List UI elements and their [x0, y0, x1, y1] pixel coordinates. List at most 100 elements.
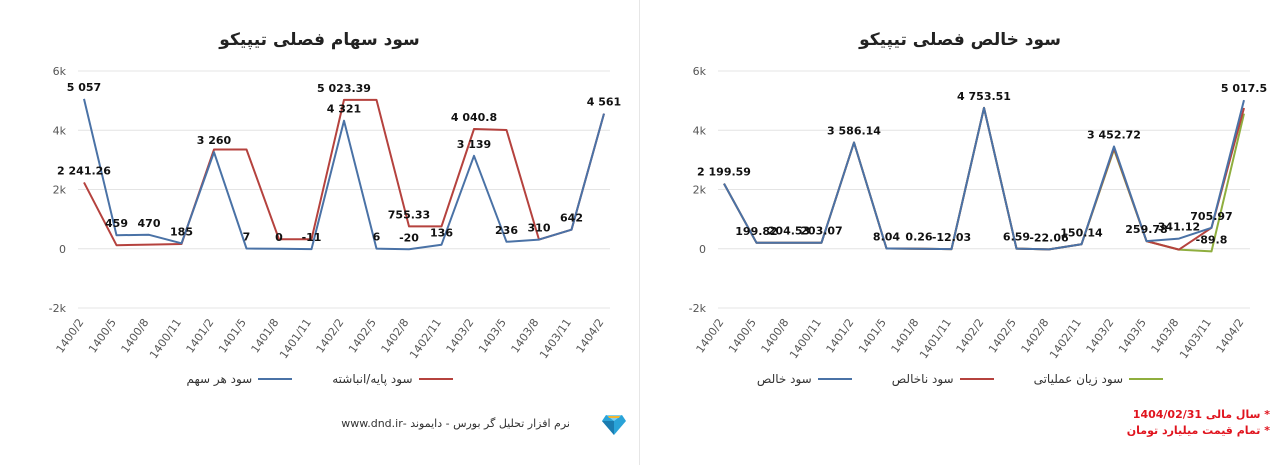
x-tick-label: 1402/2: [954, 316, 987, 355]
x-tick-label: 1400/8: [119, 316, 152, 355]
x-tick-label: 1400/5: [726, 316, 759, 355]
data-label: 310: [528, 222, 551, 235]
x-tick-label: 1403/8: [509, 316, 542, 355]
x-tick-label: 1403/2: [444, 316, 477, 355]
x-tick-label: 1400/11: [787, 316, 824, 361]
data-label: 204.53: [768, 225, 810, 238]
legend-item-net[interactable]: سود خالص: [757, 372, 852, 386]
data-label: 642: [560, 212, 583, 225]
y-tick-label: 6k: [693, 65, 707, 78]
legend-item-per-share[interactable]: سود هر سهم: [186, 372, 293, 386]
data-label: 185: [170, 225, 193, 238]
y-tick-label: 0: [699, 243, 706, 256]
right-chart-title: سود خالص فصلی تیپیکو: [859, 30, 1061, 50]
data-label: 203.07: [800, 225, 842, 238]
data-label: 5 017.5: [1221, 82, 1267, 95]
x-tick-label: 1403/11: [1177, 316, 1214, 361]
x-tick-label: 1402/8: [1019, 316, 1052, 355]
series-line-1: [83, 98, 605, 247]
data-label: 3 139: [457, 138, 491, 151]
data-label: 136: [430, 227, 453, 240]
x-tick-label: 1401/2: [184, 316, 217, 355]
y-tick-label: -2k: [689, 302, 707, 315]
data-label: 150.14: [1060, 226, 1103, 239]
data-label: -22.06: [1029, 231, 1069, 244]
data-label: -89.8: [1196, 233, 1228, 246]
x-tick-label: 1402/5: [346, 316, 379, 355]
data-label: -20: [399, 231, 419, 244]
y-tick-label: 2k: [693, 184, 707, 197]
legend-label: سود پایه/انباشته: [332, 372, 413, 386]
legend-label: سود خالص: [756, 372, 812, 386]
legend-label: سود ناخالص: [891, 372, 954, 386]
x-tick-label: 1403/5: [476, 316, 509, 355]
legend-label: سود هر سهم: [186, 372, 253, 386]
x-tick-label: 1400/2: [54, 316, 87, 355]
data-label: 259.78: [1125, 223, 1167, 236]
x-tick-label: 1401/5: [216, 316, 249, 355]
data-label: 0: [275, 231, 283, 244]
legend-swatch: [959, 378, 994, 380]
x-tick-label: 1402/11: [407, 316, 444, 361]
data-label: 8.04: [873, 231, 900, 244]
fiscal-year-note: * سال مالی 1404/02/31: [1132, 408, 1270, 421]
legend-swatch: [418, 378, 453, 380]
x-tick-label: 1400/11: [147, 316, 184, 361]
legend-label: سود زیان عملیاتی: [1033, 372, 1124, 386]
x-tick-label: 1401/11: [277, 316, 314, 361]
x-tick-label: 1403/8: [1149, 316, 1182, 355]
legend-swatch: [1129, 378, 1164, 380]
data-label: 4 561: [587, 96, 621, 109]
x-tick-label: 1400/5: [86, 316, 119, 355]
right-chart-panel: سود خالص فصلی تیپیکو -2k 0 2k 4k 6k 1400/2 140…: [640, 0, 1280, 465]
data-label: 6.59: [1003, 231, 1030, 244]
data-label: 5 057: [67, 81, 101, 94]
data-label: 459: [105, 217, 128, 230]
data-label: 3 586.14: [827, 125, 881, 138]
x-tick-label: 1404/2: [1214, 316, 1247, 355]
data-label: 2 199.59: [697, 166, 751, 179]
diamond-logo-icon: [602, 415, 626, 435]
x-tick-label: 1401/8: [249, 316, 282, 355]
legend-item-eps[interactable]: سود پایه/انباشته: [332, 372, 453, 386]
series-line-0: [83, 98, 605, 251]
x-tick-label: 1400/8: [759, 316, 792, 355]
data-label: 5 023.39: [317, 82, 371, 95]
y-tick-label: -2k: [49, 302, 67, 315]
data-label: 6: [373, 231, 381, 244]
x-tick-label: 1401/8: [889, 316, 922, 355]
data-label: 2 241.26: [57, 164, 111, 177]
x-tick-label: 1403/2: [1084, 316, 1117, 355]
data-label: 470: [138, 217, 161, 230]
data-label: 3 260: [197, 134, 232, 147]
data-label: 199.82: [735, 225, 777, 238]
x-tick-label: 1401/11: [917, 316, 954, 361]
y-tick-label: 0: [59, 243, 66, 256]
data-label: 4 040.8: [451, 111, 497, 124]
data-label: 705.97: [1190, 210, 1232, 223]
currency-note: * تمام قیمت میلیارد تومان: [1126, 424, 1270, 437]
footnotes: * سال مالی 1404/02/31 * تمام قیمت میلیار…: [1127, 407, 1270, 439]
legend-swatch: [258, 378, 293, 380]
y-tick-label: 6k: [53, 65, 67, 78]
right-chart-legend: سود زیان عملیاتی سود ناخالص سود خالص: [640, 372, 1280, 386]
data-label: 7: [243, 231, 251, 244]
x-tick-label: 1402/5: [986, 316, 1019, 355]
x-tick-label: 1402/2: [314, 316, 347, 355]
data-label: 4 321: [327, 103, 361, 116]
x-tick-label: 1400/2: [694, 316, 727, 355]
x-tick-label: 1402/8: [379, 316, 412, 355]
data-label: -11: [302, 231, 322, 244]
y-tick-label: 4k: [53, 124, 67, 137]
data-label: 3 452.72: [1087, 128, 1141, 141]
x-tick-label: 1401/2: [824, 316, 857, 355]
data-label: -12.03: [932, 231, 971, 244]
x-tick-label: 1402/11: [1047, 316, 1084, 361]
data-label: 0.26: [905, 231, 932, 244]
x-tick-label: 1403/5: [1116, 316, 1149, 355]
legend-item-gross[interactable]: سود ناخالص: [892, 372, 994, 386]
data-label: 236: [495, 224, 518, 237]
legend-item-operating[interactable]: سود زیان عملیاتی: [1034, 372, 1164, 386]
